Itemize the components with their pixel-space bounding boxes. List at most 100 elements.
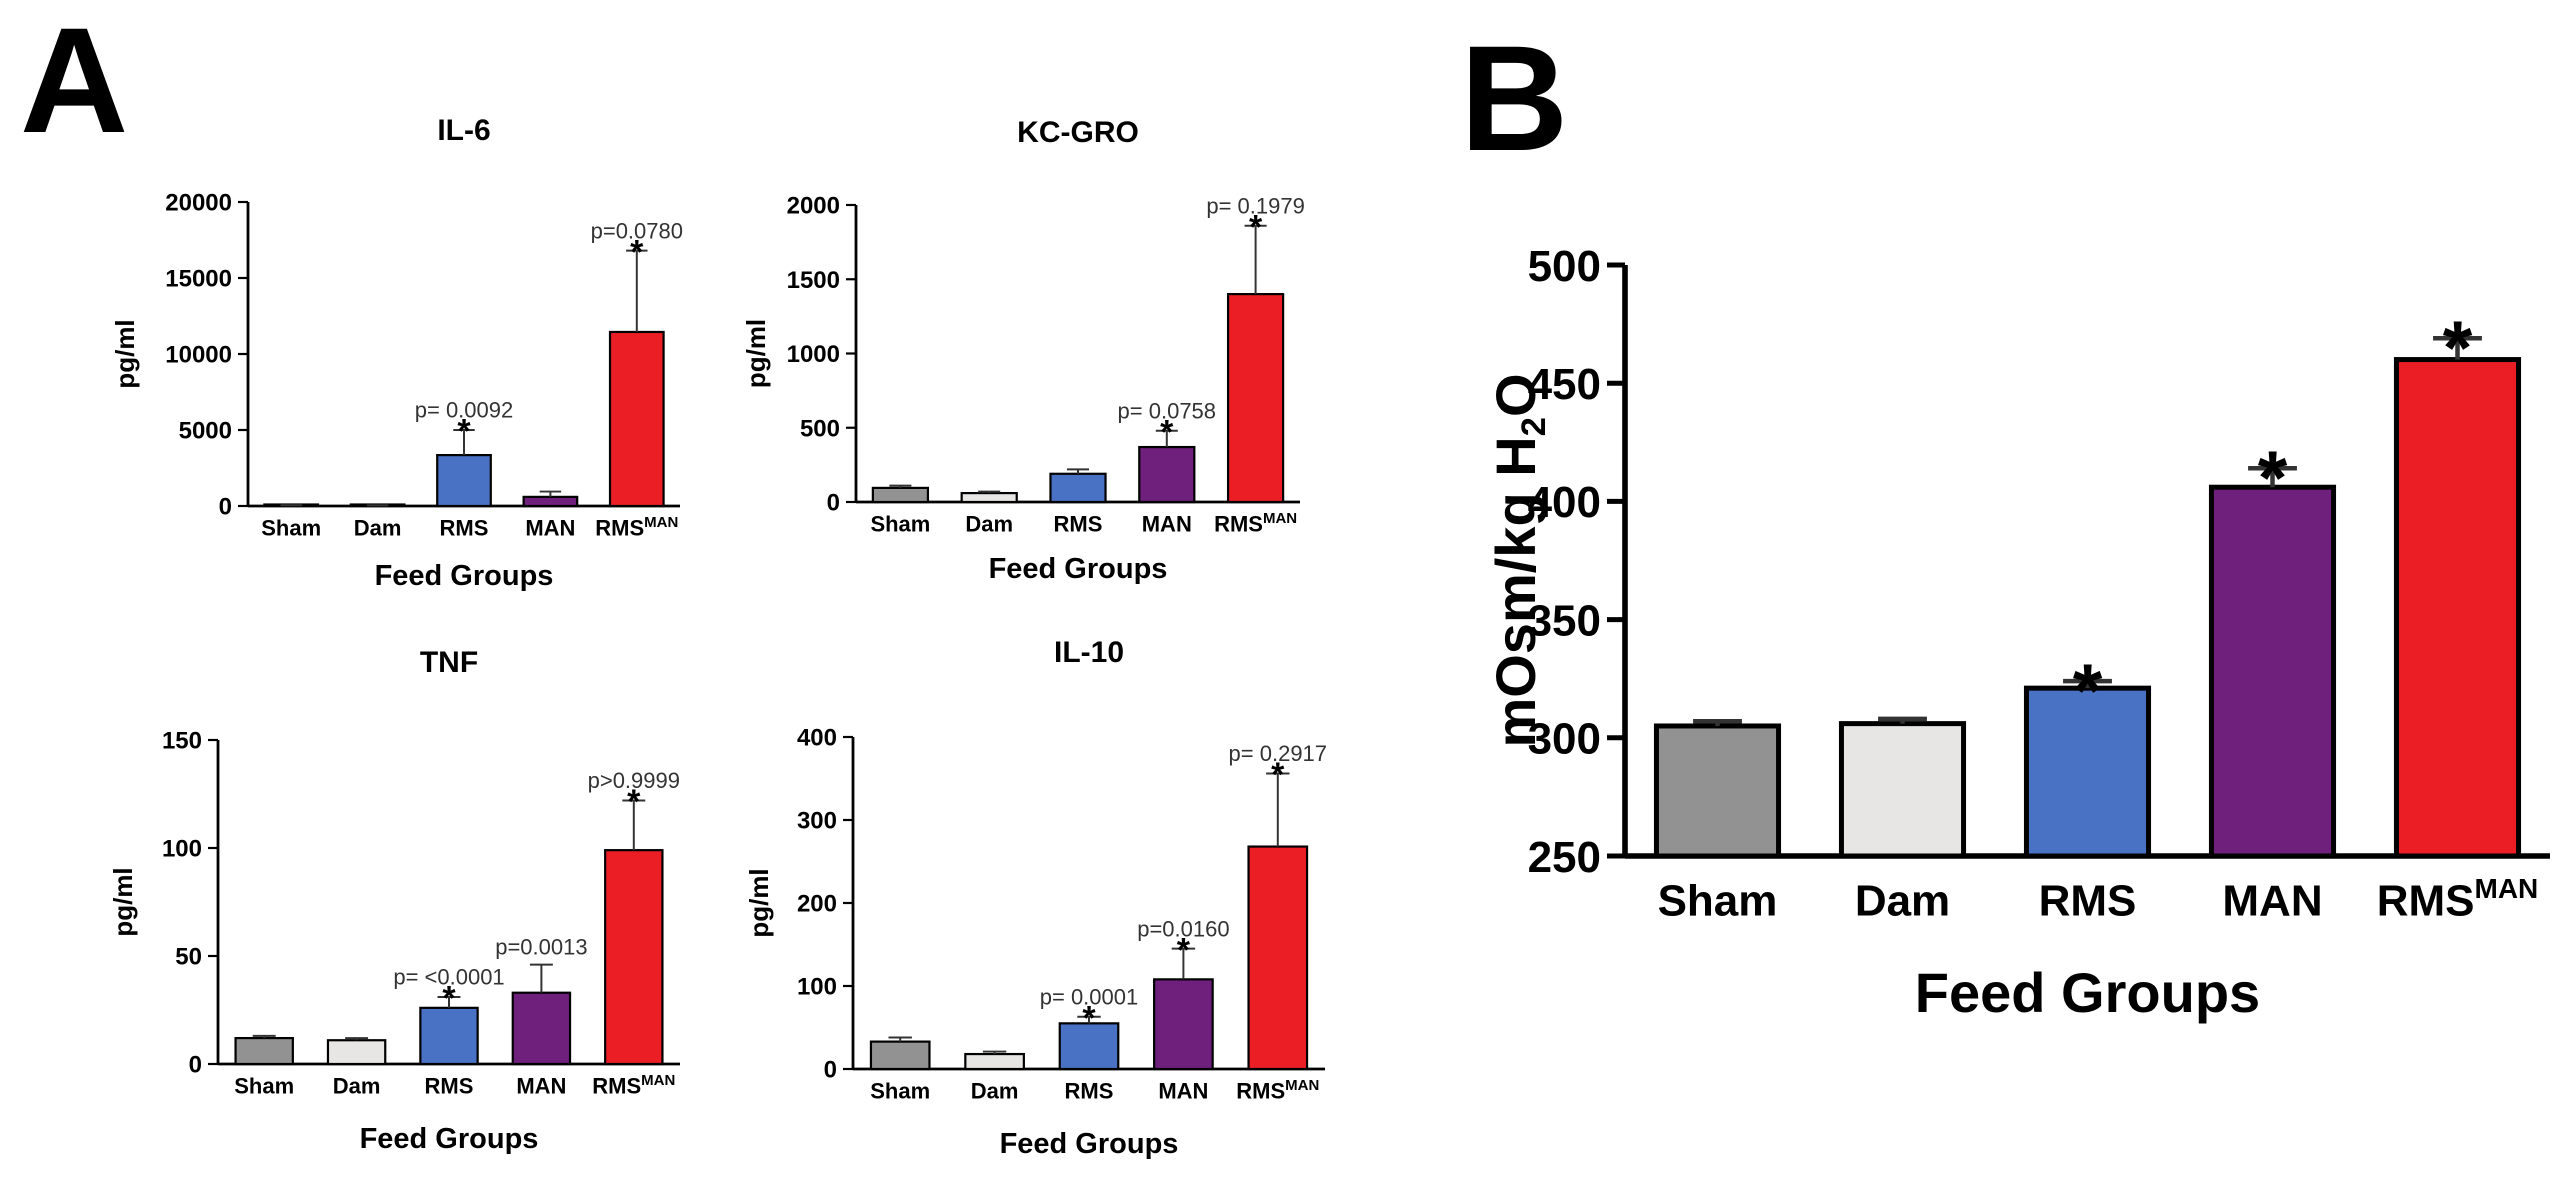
panel-label-a: A (20, 0, 128, 164)
x-category-label: MAN (1158, 1079, 1208, 1104)
significance-star: * (627, 783, 641, 821)
y-tick-label: 200 (797, 891, 837, 918)
y-tick-label: 300 (797, 808, 837, 835)
p-value-label: p=0.0013 (495, 935, 587, 960)
x-category-text: Sham (870, 512, 930, 537)
significance-star: * (2443, 306, 2473, 391)
y-tick-label: 500 (800, 415, 840, 442)
y-axis-label-main: pg/ml (741, 319, 771, 388)
chart-title: IL-10 (1054, 636, 1124, 669)
chart-osm: 250 300 350 400 450 500 mOsm/kg H2O Feed Groups… (1484, 242, 2550, 1024)
significance-star: * (457, 413, 471, 451)
x-category-label: Dam (1855, 876, 1950, 925)
y-axis-label: pg/ml (110, 319, 140, 388)
significance-star: * (2258, 436, 2288, 521)
y-axis-label-main: pg/ml (744, 868, 774, 937)
significance-star: * (1177, 931, 1191, 969)
chart-title: IL-6 (437, 114, 490, 147)
p-value-label: p= 0.0758 (1118, 398, 1216, 423)
significance-star: * (1249, 208, 1263, 246)
bar (1226, 293, 1285, 504)
bar (1653, 723, 1782, 859)
y-tick-label: 0 (824, 1057, 837, 1084)
significance-star: * (630, 233, 644, 271)
y-tick-label: 15000 (165, 266, 232, 293)
p-value-label: p=0.0780 (591, 218, 683, 243)
x-category-superscript: MAN (644, 514, 678, 531)
y-tick-label: 0 (827, 490, 840, 517)
bar (604, 849, 664, 1066)
chart-il6: IL-6 0 5000 10000 15000 20000 pg/ml Feed Groups… (110, 114, 683, 592)
chart-kcgro: KC-GRO 0 500 1000 1500 2000 pg/ml Feed Groups Sh… (741, 116, 1305, 585)
y-axis-label-subscript: 2 (1515, 417, 1553, 436)
x-category-text: Dam (1855, 876, 1950, 925)
y-axis-label: pg/ml (744, 868, 774, 937)
x-category-text: Dam (333, 1074, 381, 1099)
x-category-text: RMS (2377, 876, 2475, 925)
y-tick-label: 0 (189, 1052, 202, 1079)
x-category-label: Dam (965, 512, 1013, 537)
x-category-text: Sham (261, 516, 321, 541)
x-category-text: MAN (525, 516, 575, 541)
y-tick-label: 1000 (787, 341, 840, 368)
x-category-text: Sham (234, 1074, 294, 1099)
x-category-label: Dam (333, 1074, 381, 1099)
bar (869, 1040, 931, 1071)
x-category-label: Dam (354, 516, 402, 541)
x-category-label: MAN (525, 516, 575, 541)
chart-il10: IL-10 0 100 200 300 400 pg/ml Feed Groups Sham Da… (744, 636, 1327, 1160)
y-tick-label: 2000 (787, 193, 840, 220)
x-category-text: Dam (971, 1079, 1019, 1104)
x-category-text: RMS (595, 516, 644, 541)
x-category-label: RMS (425, 1074, 474, 1099)
x-category-label: RMS (2039, 876, 2137, 925)
x-category-superscript: MAN (1285, 1077, 1319, 1094)
significance-star: * (2073, 649, 2103, 734)
bar (1138, 445, 1196, 504)
significance-star: * (1082, 999, 1096, 1037)
x-category-text: RMS (425, 1074, 474, 1099)
significance-star: * (442, 980, 456, 1018)
x-category-label: Sham (870, 1079, 930, 1104)
x-axis-label: Feed Groups (1915, 961, 2260, 1024)
x-category-label: RMSMAN (1214, 510, 1297, 537)
x-category-label: Dam (971, 1079, 1019, 1104)
y-axis-label-main: mOsm/kg H (1484, 436, 1547, 747)
x-category-superscript: MAN (2475, 873, 2539, 904)
x-category-text: MAN (1142, 512, 1192, 537)
bar (511, 991, 572, 1066)
p-value-label: p>0.9999 (588, 768, 680, 793)
bar (326, 1039, 387, 1066)
bar (1153, 978, 1214, 1071)
x-axis-label: Feed Groups (1000, 1128, 1179, 1160)
x-category-label: RMSMAN (1236, 1077, 1319, 1104)
y-tick-label: 350 (1528, 596, 1601, 645)
y-axis-label: pg/ml (108, 867, 138, 936)
bar (1049, 472, 1107, 504)
y-tick-label: 10000 (165, 342, 232, 369)
x-category-label: Sham (261, 516, 321, 541)
x-category-label: Sham (870, 512, 930, 537)
x-category-text: Sham (870, 1079, 930, 1104)
x-category-text: RMS (1054, 512, 1103, 537)
bar (964, 1052, 1025, 1071)
x-category-text: Sham (1658, 876, 1778, 925)
x-category-text: Dam (354, 516, 402, 541)
x-category-text: RMS (2039, 876, 2137, 925)
y-tick-label: 300 (1528, 715, 1601, 764)
x-category-label: RMS (1054, 512, 1103, 537)
y-axis-label: mOsm/kg H2O (1484, 373, 1553, 747)
bar (1247, 845, 1309, 1071)
chart-title: TNF (420, 646, 478, 679)
y-axis-label-main: pg/ml (108, 867, 138, 936)
y-tick-label: 400 (1528, 478, 1601, 527)
bar (608, 330, 665, 508)
y-tick-label: 5000 (179, 418, 232, 445)
y-tick-label: 500 (1528, 242, 1601, 291)
x-category-label: RMSMAN (2377, 873, 2539, 926)
y-axis-label: pg/ml (741, 319, 771, 388)
x-category-superscript: MAN (1263, 510, 1297, 527)
y-tick-label: 50 (175, 944, 202, 971)
x-category-label: MAN (1142, 512, 1192, 537)
